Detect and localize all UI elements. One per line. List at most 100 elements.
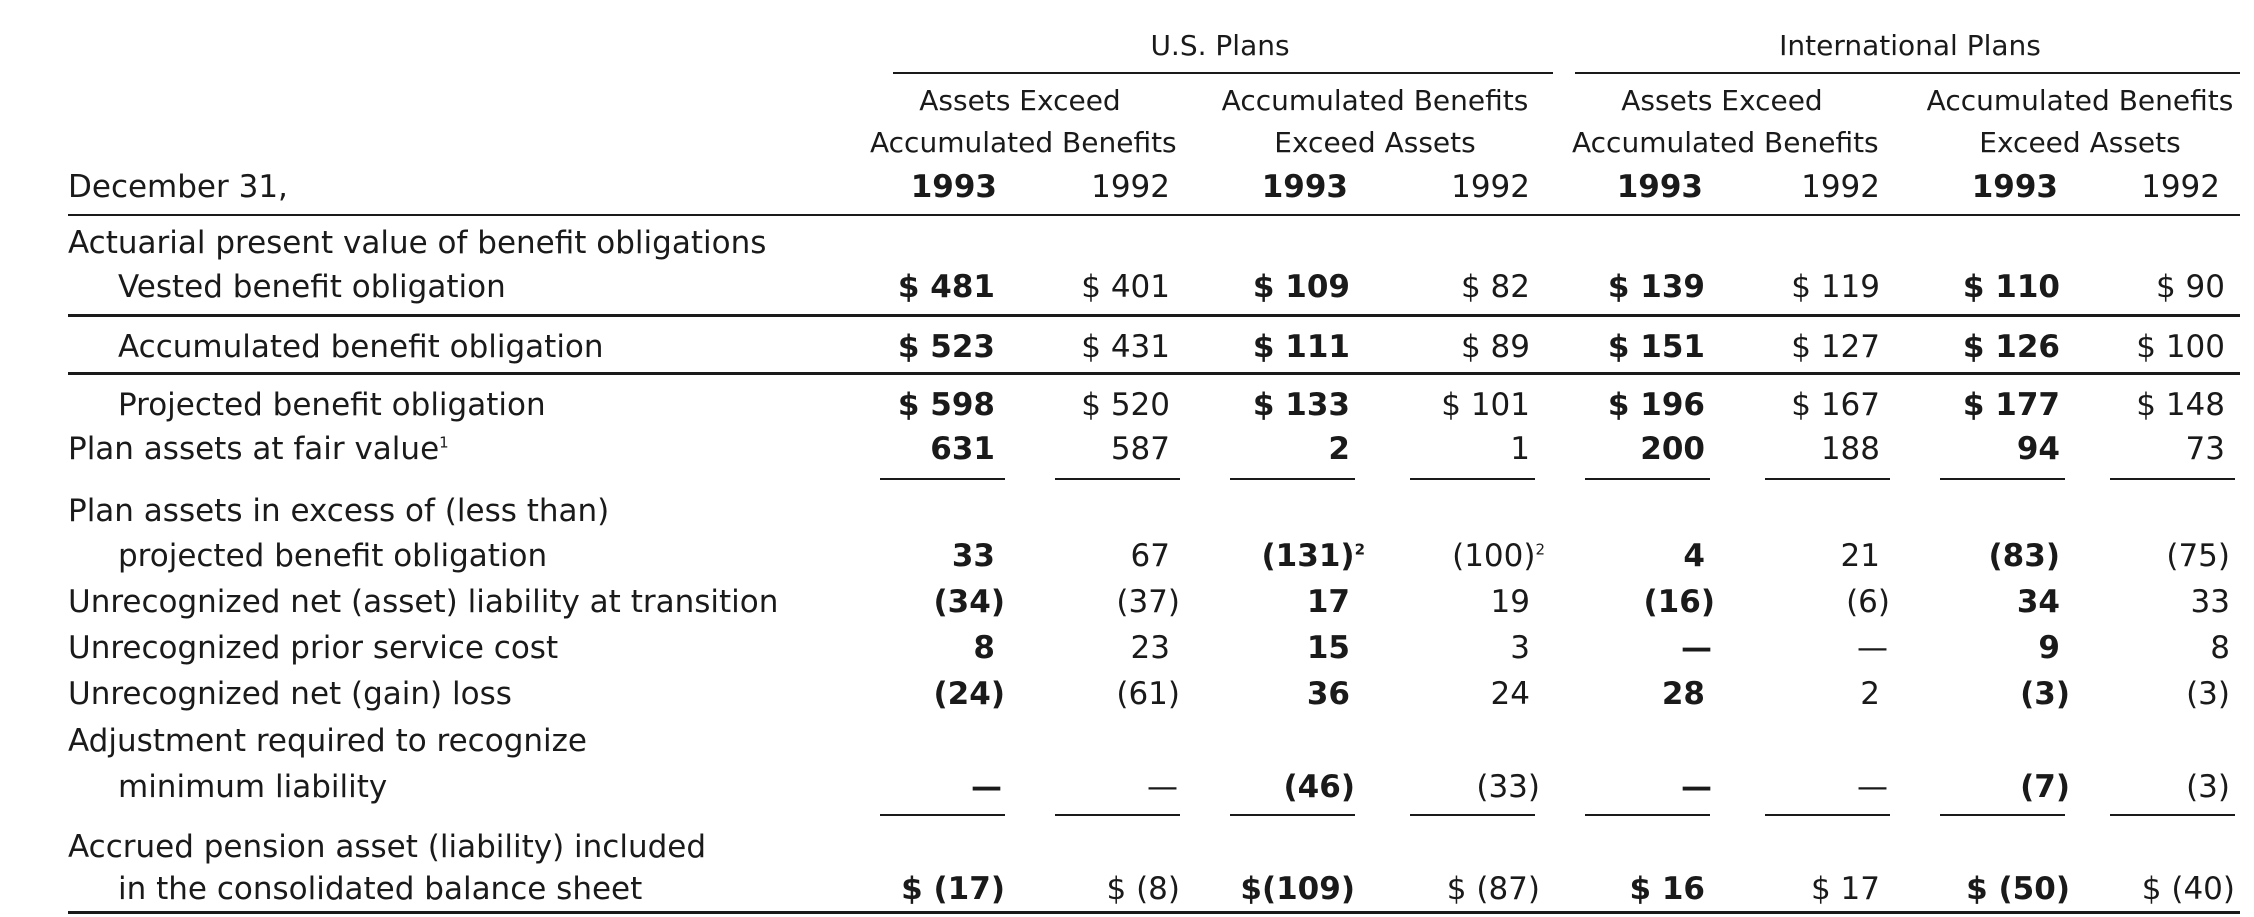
subheader-line: Exceed Assets: [1979, 126, 2181, 159]
row-label-accrued: Accrued pension asset (liability) includ…: [68, 829, 707, 865]
value-cell: 4: [1683, 538, 1705, 574]
rule-under-minimum: [1410, 814, 1535, 816]
value-cell: $ 148: [2136, 387, 2225, 423]
value-cell: (100)2: [1400, 537, 1545, 575]
value-cell: 631: [930, 431, 995, 467]
value-cell: $ (40): [2141, 871, 2235, 907]
footnote-marker: 1: [439, 433, 449, 452]
row-label-adjustment: Adjustment required to recognize: [68, 723, 587, 759]
year-header-1992: 1992: [1801, 169, 1880, 205]
date-label: December 31,: [68, 169, 288, 205]
value-cell: $ 177: [1962, 387, 2060, 423]
value-cell: $ 16: [1629, 871, 1705, 907]
value-cell: 24: [1490, 676, 1530, 712]
row-label-actuarial: Actuarial present value of benefit oblig…: [68, 225, 767, 261]
value-cell: 23: [1130, 630, 1170, 666]
subheader-intl-accumulated-exceed: Accumulated Benefits Exceed Assets: [1905, 80, 2254, 164]
value-cell: —: [971, 769, 1002, 805]
row-label-plan-assets: Plan assets at fair value1: [68, 430, 449, 468]
rule-under-vested: [68, 314, 2240, 317]
rule-under-plan-assets: [1585, 478, 1710, 480]
subheader-line: Accumulated Benefits: [1572, 126, 1879, 159]
value-cell: 33: [2190, 584, 2230, 620]
value-cell: $ 127: [1791, 329, 1880, 365]
group-rule-us: [893, 72, 1553, 74]
subheader-line: Assets Exceed: [919, 84, 1121, 117]
row-label-prior-service: Unrecognized prior service cost: [68, 630, 559, 666]
rule-under-minimum: [1230, 814, 1355, 816]
year-header-1993: 1993: [1616, 169, 1703, 205]
value-cell: 2: [1860, 676, 1880, 712]
subheader-line: Accumulated Benefits: [1221, 84, 1529, 117]
year-header-1992: 1992: [1091, 169, 1170, 205]
row-label-consolidated: in the consolidated balance sheet: [118, 871, 643, 907]
value-cell: (37): [1116, 584, 1180, 620]
year-header-1992: 1992: [2141, 169, 2220, 205]
value-cell: $ 110: [1962, 269, 2060, 305]
value-cell: 67: [1130, 538, 1170, 574]
value-cell: $ (17): [901, 871, 1005, 907]
value-cell: (83): [1988, 538, 2060, 574]
value-cell: 8: [973, 630, 995, 666]
value-cell: 33: [951, 538, 995, 574]
row-label-transition: Unrecognized net (asset) liability at tr…: [68, 584, 779, 620]
value-cell: —: [1681, 769, 1712, 805]
value-cell: (61): [1116, 676, 1180, 712]
subheader-us-accumulated-exceed: Accumulated Benefits Exceed Assets: [1195, 80, 1555, 164]
group-header-international-plans: International Plans: [1779, 29, 2041, 62]
row-label-plan-assets-excess: Plan assets in excess of (less than): [68, 493, 610, 529]
rule-under-minimum: [1585, 814, 1710, 816]
rule-under-accumulated: [68, 372, 2240, 375]
value-cell: $ 523: [897, 329, 995, 365]
value-cell: $ 481: [897, 269, 995, 305]
value-cell: $(109): [1240, 871, 1355, 907]
subheader-line: Assets Exceed: [1621, 84, 1823, 117]
rule-under-minimum: [880, 814, 1005, 816]
value-cell: $ 598: [897, 387, 995, 423]
rule-under-plan-assets: [880, 478, 1005, 480]
value-cell: 28: [1661, 676, 1705, 712]
value-cell: (3): [2186, 769, 2230, 805]
value-cell: $ 196: [1607, 387, 1705, 423]
rule-under-plan-assets: [1410, 478, 1535, 480]
value-cell: 94: [2016, 431, 2060, 467]
value-cell: $ 90: [2155, 269, 2225, 305]
value-cell: $ (87): [1446, 871, 1540, 907]
year-header-1993: 1993: [910, 169, 997, 205]
value-cell: $ 109: [1252, 269, 1350, 305]
value-cell: 3: [1510, 630, 1530, 666]
value-cell: $ 119: [1791, 269, 1880, 305]
value-cell: 34: [2016, 584, 2060, 620]
row-label-projected-benefit: projected benefit obligation: [118, 538, 548, 574]
value-cell: $ 133: [1252, 387, 1350, 423]
group-rule-intl: [1575, 72, 2240, 74]
value-cell: $ 100: [2136, 329, 2225, 365]
rule-under-minimum: [1055, 814, 1180, 816]
rule-under-plan-assets: [1765, 478, 1890, 480]
subheader-us-assets-exceed: Assets Exceed Accumulated Benefits: [870, 80, 1177, 164]
rule-under-minimum: [1940, 814, 2065, 816]
rule-bottom: [68, 911, 2240, 914]
year-header-1993: 1993: [1971, 169, 2058, 205]
value-cell: 17: [1306, 584, 1350, 620]
row-label-gain-loss: Unrecognized net (gain) loss: [68, 676, 512, 712]
value-cell: 8: [2210, 630, 2230, 666]
footnote-marker: 2: [1535, 540, 1545, 559]
value-cell: —: [1147, 769, 1178, 805]
value-cell: 1: [1510, 431, 1530, 467]
subheader-line: Exceed Assets: [1274, 126, 1476, 159]
value-cell: (7): [2020, 769, 2070, 805]
value-cell: 19: [1490, 584, 1530, 620]
rule-under-plan-assets: [1230, 478, 1355, 480]
value-cell: 9: [2038, 630, 2060, 666]
row-label-vested: Vested benefit obligation: [118, 269, 506, 305]
value-cell: $ 89: [1460, 329, 1530, 365]
value-text: (100): [1452, 538, 1536, 574]
year-header-1993: 1993: [1261, 169, 1348, 205]
value-cell: $ 151: [1607, 329, 1705, 365]
value-cell: (131)2: [1205, 537, 1365, 575]
value-text: (131): [1261, 538, 1355, 574]
group-header-us-plans: U.S. Plans: [1150, 29, 1290, 62]
value-cell: $ 101: [1441, 387, 1530, 423]
value-cell: —: [1857, 769, 1888, 805]
